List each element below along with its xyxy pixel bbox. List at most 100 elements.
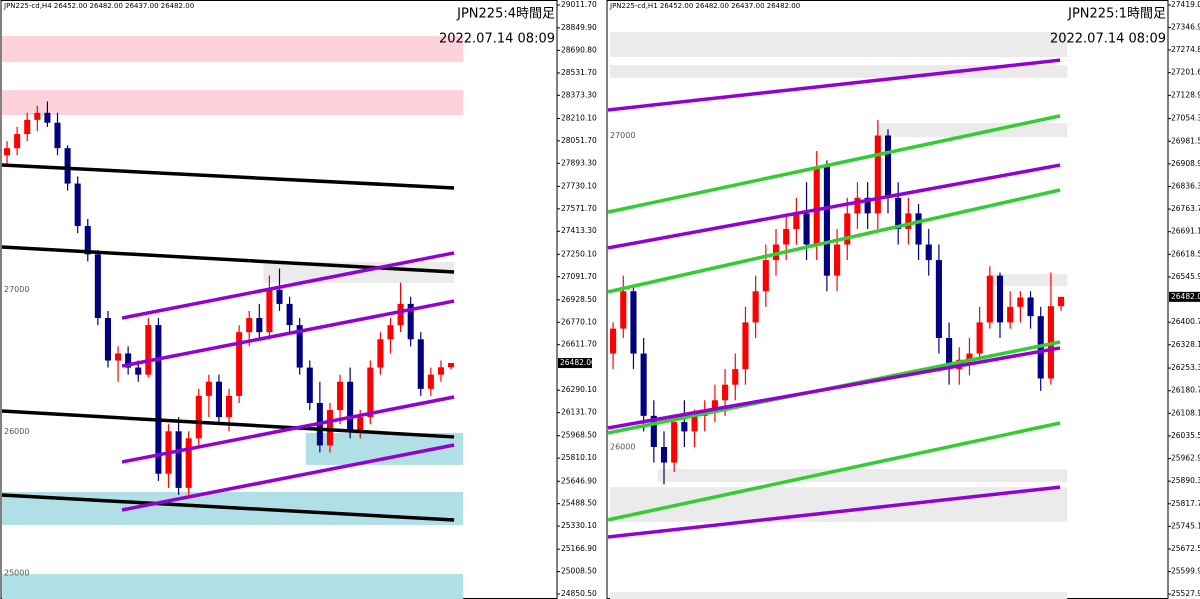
candle-body — [195, 395, 202, 439]
trendline — [607, 346, 1061, 430]
candle-body — [256, 318, 263, 333]
candle-body — [84, 226, 91, 255]
candle-body — [793, 213, 800, 229]
candle-body — [175, 431, 182, 488]
candle-body — [620, 291, 627, 329]
price-label-box — [1169, 291, 1200, 302]
candle-body — [387, 325, 394, 340]
y-tick-label: 26691.10 — [1171, 227, 1200, 236]
candle-body — [34, 112, 41, 120]
trendline — [1, 409, 455, 439]
zone — [2, 574, 464, 599]
y-tick-label: 26618.50 — [1171, 249, 1200, 258]
candle-body — [996, 275, 1004, 323]
y-tick-label: 28849.90 — [561, 23, 597, 32]
candle-body — [145, 325, 152, 375]
y-tick-label: 28051.70 — [561, 136, 597, 145]
y-tick-label: 27571.70 — [561, 204, 597, 213]
candle-body — [397, 303, 404, 326]
candle-body — [640, 353, 647, 416]
y-tick-label: 26763.70 — [1171, 204, 1200, 213]
candle-body — [671, 422, 678, 463]
candle-body — [266, 289, 273, 333]
candle-body — [14, 134, 21, 149]
candle-body — [417, 339, 424, 389]
y-tick-label: 25330.10 — [561, 521, 597, 530]
candle-body — [296, 325, 303, 368]
y-tick-label: 28690.80 — [561, 45, 597, 54]
candle-body — [326, 410, 333, 446]
candle-body — [74, 183, 81, 227]
candle-body — [448, 363, 455, 368]
trendline — [607, 58, 1061, 112]
candle-body — [437, 367, 444, 375]
y-tick-label: 26836.30 — [1171, 181, 1200, 190]
level-label: 27000 — [610, 131, 635, 140]
y-tick-label: 27419.00 — [1171, 0, 1200, 9]
candle-body — [854, 197, 861, 214]
y-tick-label: 25810.10 — [561, 453, 597, 462]
candle-body — [691, 415, 698, 432]
y-tick-label: 27413.30 — [561, 226, 597, 235]
candle-body — [1058, 296, 1065, 307]
candle-body — [1017, 297, 1024, 307]
candle-body — [276, 289, 283, 304]
candle-body — [915, 213, 922, 245]
candle-body — [377, 339, 384, 368]
y-tick-label: 27201.60 — [1171, 68, 1200, 77]
y-tick-label: 26035.50 — [1171, 431, 1200, 440]
y-tick-label: 26253.30 — [1171, 363, 1200, 372]
candle-body — [874, 135, 881, 214]
y-tick-label: 27128.90 — [1171, 90, 1200, 99]
candle-body — [966, 353, 973, 360]
price-label: 26482.00 — [1171, 292, 1200, 301]
trendline — [607, 163, 1061, 250]
zone — [610, 65, 1068, 78]
candle-body — [246, 318, 253, 333]
candle-body — [185, 438, 192, 488]
y-tick-label: 28531.70 — [561, 68, 597, 77]
candle-body — [205, 381, 212, 396]
candle-body — [864, 197, 871, 214]
y-tick-label: 27091.70 — [561, 272, 597, 281]
y-tick-label: 26328.10 — [1171, 340, 1200, 349]
candle-body — [905, 213, 912, 229]
y-tick-label: 26545.90 — [1171, 272, 1200, 281]
candle-body — [722, 384, 729, 401]
candle-body — [946, 337, 953, 370]
candle-body — [752, 291, 759, 323]
candle-body — [427, 374, 434, 389]
level-label: 26000 — [610, 442, 635, 451]
candle-body — [986, 275, 993, 323]
y-tick-label: 25962.90 — [1171, 454, 1200, 463]
candle-body — [215, 381, 222, 418]
trendline — [121, 443, 455, 512]
chart-header: JPN225-cd,H4 26452.00 26482.00 26437.00 … — [3, 2, 194, 10]
y-tick-label: 26611.70 — [561, 340, 597, 349]
y-tick-label: 27730.10 — [561, 181, 597, 190]
candle-body — [125, 353, 132, 368]
trendline — [1, 493, 455, 522]
level-label: 25000 — [4, 568, 29, 577]
y-tick-label: 27250.10 — [561, 249, 597, 258]
zone — [876, 123, 1068, 138]
y-tick-label: 26981.50 — [1171, 136, 1200, 145]
y-tick-label: 25745.10 — [1171, 521, 1200, 530]
candle-body — [367, 367, 374, 418]
candle-body — [742, 322, 749, 370]
trendline — [607, 188, 1061, 294]
candle-body — [681, 422, 688, 432]
chart-header: JPN225-cd,H1 26452.00 26482.00 26437.00 … — [609, 2, 800, 10]
chart-subtitle: 2022.07.14 08:09 — [439, 32, 555, 47]
chart-title: JPN225:4時間足 — [456, 7, 555, 22]
candle-body — [54, 122, 61, 149]
y-tick-label: 27274.80 — [1171, 45, 1200, 54]
candle-body — [24, 119, 31, 135]
candle-body — [286, 303, 293, 326]
zone — [989, 274, 1068, 286]
candle-body — [115, 353, 122, 361]
candle-body — [844, 213, 851, 245]
y-tick-label: 27893.30 — [561, 158, 597, 167]
